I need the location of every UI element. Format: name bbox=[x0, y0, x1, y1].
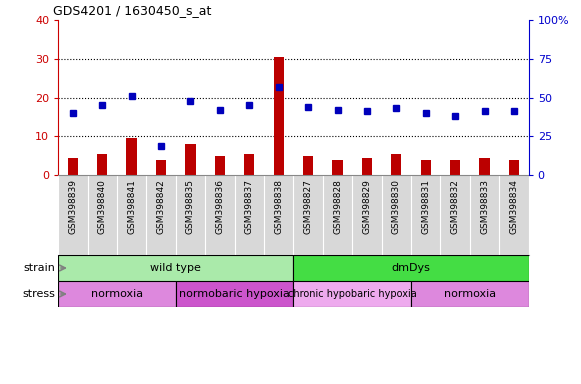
Text: GSM398828: GSM398828 bbox=[333, 179, 342, 234]
Text: GSM398830: GSM398830 bbox=[392, 179, 401, 234]
Text: normoxia: normoxia bbox=[91, 289, 143, 299]
Bar bbox=[293, 281, 411, 307]
Bar bbox=[450, 159, 460, 175]
Bar bbox=[293, 255, 529, 281]
Text: GSM398842: GSM398842 bbox=[156, 179, 166, 234]
Text: normobaric hypoxia: normobaric hypoxia bbox=[179, 289, 290, 299]
Text: GSM398836: GSM398836 bbox=[216, 179, 224, 234]
Bar bbox=[391, 154, 401, 175]
Text: GSM398827: GSM398827 bbox=[304, 179, 313, 234]
Text: GSM398840: GSM398840 bbox=[98, 179, 107, 234]
Text: GSM398832: GSM398832 bbox=[451, 179, 460, 234]
Text: wild type: wild type bbox=[150, 263, 201, 273]
Text: GSM398839: GSM398839 bbox=[69, 179, 77, 234]
Bar bbox=[127, 138, 137, 175]
Text: GSM398833: GSM398833 bbox=[480, 179, 489, 234]
Bar bbox=[303, 156, 313, 175]
Text: GSM398831: GSM398831 bbox=[421, 179, 431, 234]
Text: GSM398834: GSM398834 bbox=[510, 179, 518, 234]
Bar bbox=[274, 57, 284, 175]
Bar bbox=[421, 159, 431, 175]
Bar bbox=[97, 154, 107, 175]
Text: GSM398835: GSM398835 bbox=[186, 179, 195, 234]
Bar bbox=[244, 154, 254, 175]
Text: GSM398841: GSM398841 bbox=[127, 179, 136, 234]
Text: GDS4201 / 1630450_s_at: GDS4201 / 1630450_s_at bbox=[53, 5, 211, 17]
Bar bbox=[67, 157, 78, 175]
Text: GSM398829: GSM398829 bbox=[363, 179, 371, 234]
Text: normoxia: normoxia bbox=[444, 289, 496, 299]
Bar bbox=[156, 159, 166, 175]
Text: dmDys: dmDys bbox=[392, 263, 431, 273]
Bar bbox=[175, 281, 293, 307]
Text: strain: strain bbox=[23, 263, 55, 273]
Text: chronic hypobaric hypoxia: chronic hypobaric hypoxia bbox=[288, 289, 417, 299]
Bar bbox=[215, 156, 225, 175]
Bar bbox=[411, 281, 529, 307]
Bar bbox=[185, 144, 196, 175]
Bar bbox=[58, 255, 293, 281]
Text: stress: stress bbox=[22, 289, 55, 299]
Text: GSM398838: GSM398838 bbox=[274, 179, 283, 234]
Bar bbox=[362, 157, 372, 175]
Bar bbox=[509, 159, 519, 175]
Bar bbox=[332, 159, 343, 175]
Bar bbox=[479, 157, 490, 175]
Text: GSM398837: GSM398837 bbox=[245, 179, 254, 234]
Bar bbox=[58, 281, 175, 307]
